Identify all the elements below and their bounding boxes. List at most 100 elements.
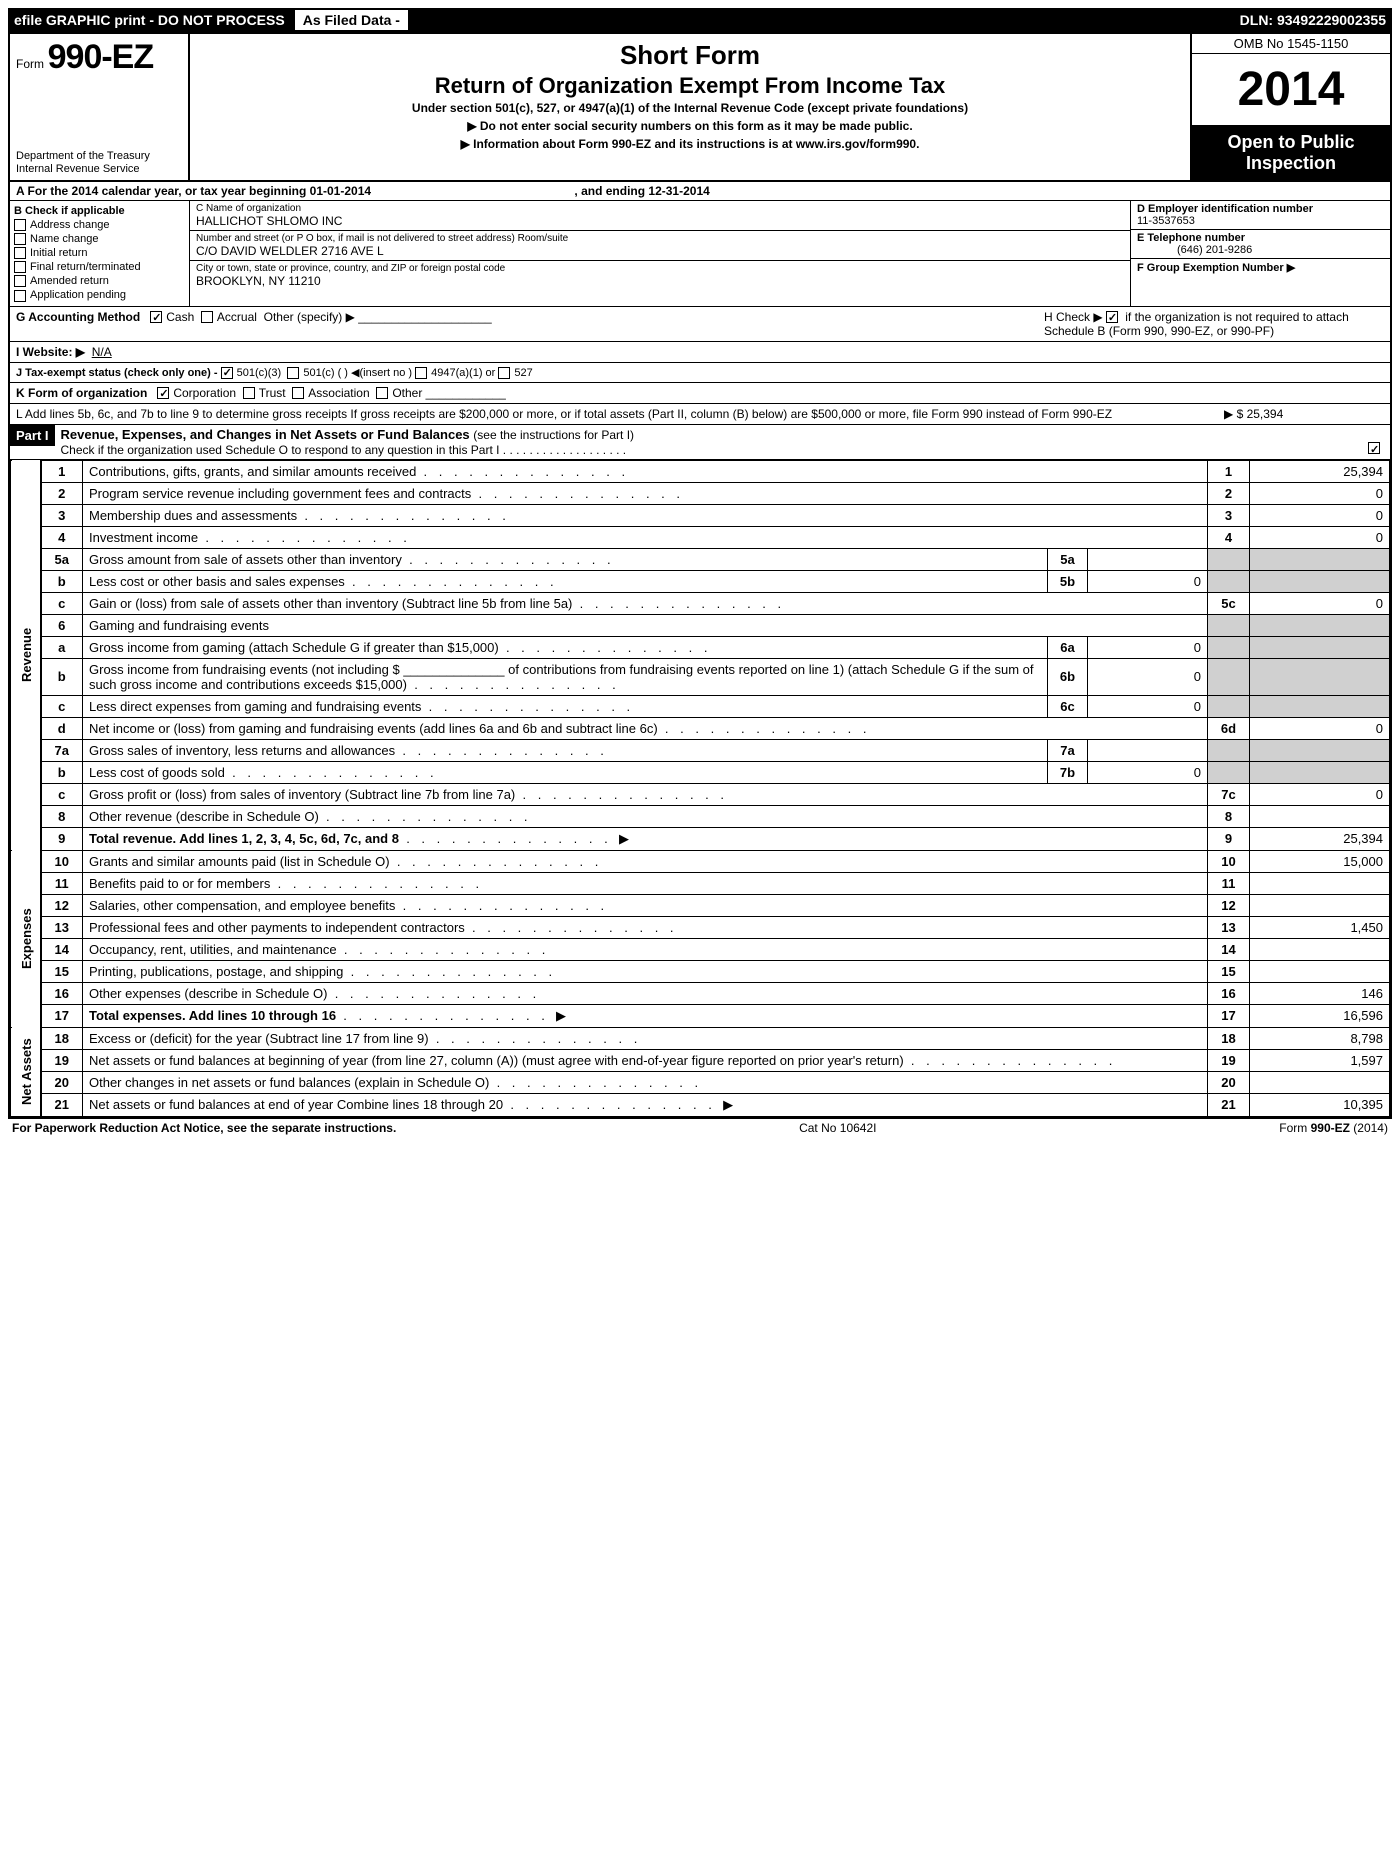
r-num: 7c <box>1208 783 1250 805</box>
checkbox-corp[interactable] <box>157 387 169 399</box>
table-row: 20Other changes in net assets or fund ba… <box>11 1071 1390 1093</box>
checkbox-trust[interactable] <box>243 387 255 399</box>
omb-number: OMB No 1545-1150 <box>1192 34 1390 54</box>
r-val: 0 <box>1250 592 1390 614</box>
subtitle: Under section 501(c), 527, or 4947(a)(1)… <box>200 101 1180 115</box>
table-row: 15Printing, publications, postage, and s… <box>11 960 1390 982</box>
r-val <box>1250 960 1390 982</box>
checkbox-501c[interactable] <box>287 367 299 379</box>
table-row: aGross income from gaming (attach Schedu… <box>11 636 1390 658</box>
table-row: 12Salaries, other compensation, and empl… <box>11 894 1390 916</box>
line-desc: Grants and similar amounts paid (list in… <box>83 850 1208 872</box>
c-street-label: Number and street (or P O box, if mail i… <box>196 233 1124 244</box>
checkbox-line: Name change <box>14 233 185 245</box>
line-num: b <box>41 570 83 592</box>
footer-cat: Cat No 10642I <box>799 1121 876 1135</box>
r-val: 0 <box>1250 504 1390 526</box>
checkbox[interactable] <box>14 275 26 287</box>
table-row: 21Net assets or fund balances at end of … <box>11 1093 1390 1116</box>
line-num: c <box>41 695 83 717</box>
org-city: BROOKLYN, NY 11210 <box>196 274 1124 288</box>
checkbox[interactable] <box>14 219 26 231</box>
table-row: 8Other revenue (describe in Schedule O) … <box>11 805 1390 827</box>
r-val: 1,597 <box>1250 1049 1390 1071</box>
e-label: E Telephone number <box>1137 232 1245 244</box>
r-val: 1,450 <box>1250 916 1390 938</box>
dept-treasury: Department of the Treasury <box>16 150 182 163</box>
telephone: (646) 201-9286 <box>1137 244 1252 256</box>
sub-num: 6c <box>1048 695 1088 717</box>
r-num: 13 <box>1208 916 1250 938</box>
r-val <box>1250 1071 1390 1093</box>
r-val <box>1250 938 1390 960</box>
line-num: 15 <box>41 960 83 982</box>
irs-link[interactable]: www.irs.gov/form990 <box>796 137 916 151</box>
checkbox-cash[interactable] <box>150 311 162 323</box>
checkbox-501c3[interactable] <box>221 367 233 379</box>
part1-table: Revenue1Contributions, gifts, grants, an… <box>10 460 1390 1117</box>
org-street: C/O DAVID WELDLER 2716 AVE L <box>196 244 1124 258</box>
checkbox-accrual[interactable] <box>201 311 213 323</box>
line-num: b <box>41 658 83 695</box>
r-val: 0 <box>1250 783 1390 805</box>
table-row: bGross income from fundraising events (n… <box>11 658 1390 695</box>
checkbox-527[interactable] <box>498 367 510 379</box>
checkbox[interactable] <box>14 233 26 245</box>
form-number: 990-EZ <box>48 38 154 76</box>
r-val: 25,394 <box>1250 827 1390 850</box>
checkbox-line: Amended return <box>14 275 185 287</box>
sub-val: 0 <box>1088 636 1208 658</box>
checkbox-other[interactable] <box>376 387 388 399</box>
table-row: 5aGross amount from sale of assets other… <box>11 548 1390 570</box>
r-num-shade <box>1208 570 1250 592</box>
sub-num: 6b <box>1048 658 1088 695</box>
checkbox[interactable] <box>14 261 26 273</box>
table-row: 17Total expenses. Add lines 10 through 1… <box>11 1004 1390 1027</box>
checkbox-line: Initial return <box>14 247 185 259</box>
table-row: Expenses10Grants and similar amounts pai… <box>11 850 1390 872</box>
r-num-shade <box>1208 614 1250 636</box>
checkbox[interactable] <box>14 247 26 259</box>
r-num: 1 <box>1208 460 1250 482</box>
checkbox-4947[interactable] <box>415 367 427 379</box>
r-num: 18 <box>1208 1027 1250 1049</box>
line-num: 12 <box>41 894 83 916</box>
c-city-label: City or town, state or province, country… <box>196 263 1124 274</box>
table-row: 9Total revenue. Add lines 1, 2, 3, 4, 5c… <box>11 827 1390 850</box>
checkbox-h[interactable] <box>1106 311 1118 323</box>
r-val: 0 <box>1250 482 1390 504</box>
line-desc: Gaming and fundraising events <box>83 614 1208 636</box>
checkbox-assoc[interactable] <box>292 387 304 399</box>
checkbox-part1-scho[interactable] <box>1368 442 1380 454</box>
table-row: cGain or (loss) from sale of assets othe… <box>11 592 1390 614</box>
r-num: 16 <box>1208 982 1250 1004</box>
sub-val: 0 <box>1088 570 1208 592</box>
dept-irs: Internal Revenue Service <box>16 163 182 176</box>
table-row: 19Net assets or fund balances at beginni… <box>11 1049 1390 1071</box>
line-num: 14 <box>41 938 83 960</box>
r-val-shade <box>1250 761 1390 783</box>
section-b-checkboxes: B Check if applicable Address changeName… <box>10 201 190 306</box>
as-filed-box: As Filed Data - <box>295 10 408 30</box>
line-num: 11 <box>41 872 83 894</box>
line-desc: Gross sales of inventory, less returns a… <box>83 739 1048 761</box>
r-val-shade <box>1250 570 1390 592</box>
r-val: 0 <box>1250 526 1390 548</box>
line-desc: Program service revenue including govern… <box>83 482 1208 504</box>
sub-val: 0 <box>1088 761 1208 783</box>
r-val: 8,798 <box>1250 1027 1390 1049</box>
sub-val <box>1088 548 1208 570</box>
line-desc: Occupancy, rent, utilities, and maintena… <box>83 938 1208 960</box>
line-desc: Gross profit or (loss) from sales of inv… <box>83 783 1208 805</box>
line-desc: Membership dues and assessments . . . . … <box>83 504 1208 526</box>
r-num-shade <box>1208 739 1250 761</box>
efile-label: efile GRAPHIC print - DO NOT PROCESS <box>14 12 285 28</box>
part1-label: Part I <box>10 425 55 446</box>
tax-year-line: A For the 2014 calendar year, or tax yea… <box>10 182 1390 201</box>
sub-val <box>1088 739 1208 761</box>
line-num: 3 <box>41 504 83 526</box>
checkbox[interactable] <box>14 290 26 302</box>
sub-num: 7b <box>1048 761 1088 783</box>
line-num: 6 <box>41 614 83 636</box>
table-row: bLess cost of goods sold . . . . . . . .… <box>11 761 1390 783</box>
